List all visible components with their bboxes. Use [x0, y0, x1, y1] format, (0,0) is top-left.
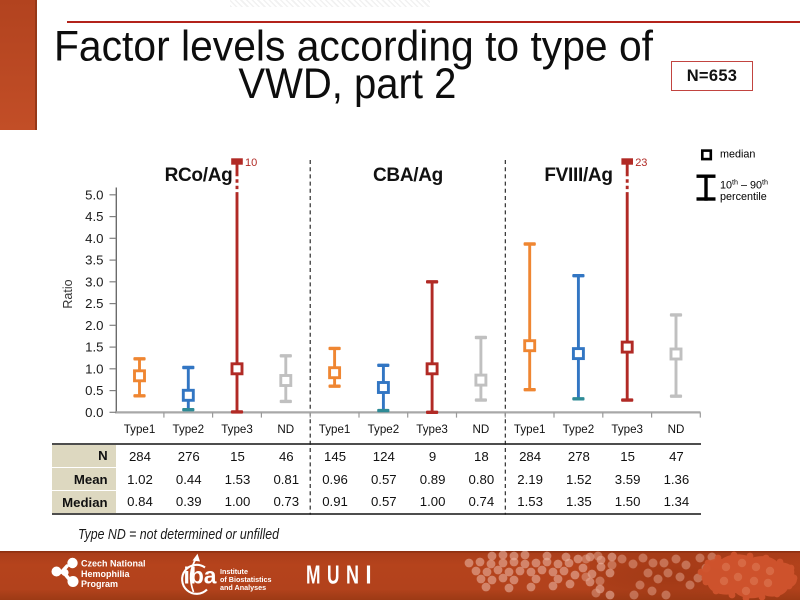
svg-text:percentile: percentile: [720, 191, 767, 203]
svg-text:Factor levels according to typ: Factor levels according to type of: [54, 24, 653, 71]
svg-text:ND: ND: [668, 423, 685, 436]
svg-text:FVIII/Ag: FVIII/Ag: [544, 165, 612, 186]
svg-text:ND: ND: [473, 423, 490, 436]
svg-text:Czech National: Czech National: [81, 559, 146, 569]
svg-text:Hemophilia: Hemophilia: [81, 569, 131, 579]
svg-text:3.5: 3.5: [85, 253, 103, 268]
svg-text:ND: ND: [277, 423, 294, 436]
svg-text:Ratio: Ratio: [61, 279, 75, 308]
svg-text:1.0: 1.0: [85, 361, 103, 376]
svg-text:Type3: Type3: [416, 423, 448, 436]
svg-text:Type1: Type1: [319, 423, 351, 436]
svg-text:VWD, part 2: VWD, part 2: [238, 61, 456, 108]
svg-text:2.0: 2.0: [85, 318, 103, 333]
svg-text:Type1: Type1: [514, 423, 546, 436]
svg-text:Institute: Institute: [220, 567, 248, 576]
svg-text:0.5: 0.5: [85, 383, 103, 398]
svg-text:Type1: Type1: [124, 423, 156, 436]
svg-text:23: 23: [635, 157, 647, 169]
svg-text:Type ND = not determined or un: Type ND = not determined or unfilled: [78, 527, 280, 543]
svg-text:10: 10: [245, 157, 257, 169]
svg-text:and Analyses: and Analyses: [220, 583, 266, 592]
svg-text:of Biostatistics: of Biostatistics: [220, 575, 272, 584]
svg-text:Type2: Type2: [173, 423, 205, 436]
svg-text:2.5: 2.5: [85, 296, 103, 311]
svg-text:4.5: 4.5: [85, 209, 103, 224]
svg-text:Program: Program: [81, 579, 118, 589]
svg-text:I: I: [366, 560, 372, 590]
svg-text:3.0: 3.0: [85, 274, 103, 289]
svg-text:4.0: 4.0: [85, 231, 103, 246]
svg-text:0.0: 0.0: [85, 405, 103, 420]
svg-text:5.0: 5.0: [85, 187, 103, 202]
svg-text:N: N: [346, 560, 359, 590]
svg-text:U: U: [327, 560, 340, 590]
svg-text:10th – 90th: 10th – 90th: [720, 178, 768, 192]
svg-text:iba: iba: [184, 563, 217, 589]
svg-text:1.5: 1.5: [85, 340, 103, 355]
svg-text:M: M: [306, 560, 321, 590]
svg-text:Type3: Type3: [221, 423, 253, 436]
svg-text:RCo/Ag: RCo/Ag: [165, 165, 233, 186]
svg-text:Type2: Type2: [563, 423, 595, 436]
svg-text:CBA/Ag: CBA/Ag: [373, 165, 443, 186]
svg-text:Type2: Type2: [368, 423, 400, 436]
svg-text:median: median: [720, 149, 755, 161]
svg-text:Type3: Type3: [611, 423, 643, 436]
